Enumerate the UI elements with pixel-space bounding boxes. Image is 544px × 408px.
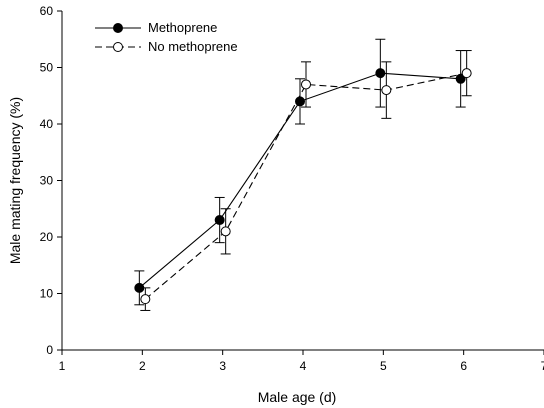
x-tick-label: 1 xyxy=(59,359,66,373)
plot-area xyxy=(134,38,472,311)
legend-label: No methoprene xyxy=(148,39,238,54)
y-tick-label: 10 xyxy=(40,287,54,301)
data-point xyxy=(214,215,225,226)
legend-label: Methoprene xyxy=(148,20,217,35)
axes: 0 10 20 30 40 50 60 1 2 3 4 5 6 7 xyxy=(40,4,544,373)
series-1 xyxy=(134,38,466,306)
y-tick-label: 60 xyxy=(40,4,54,18)
x-tick-label: 6 xyxy=(460,359,467,373)
data-point xyxy=(140,294,151,305)
data-point xyxy=(220,226,231,237)
y-axis-title: Male mating frequency (%) xyxy=(7,97,23,264)
x-tick-label: 4 xyxy=(300,359,307,373)
legend-marker xyxy=(113,42,123,52)
x-axis-title: Male age (d) xyxy=(258,389,337,405)
data-point xyxy=(381,85,392,96)
y-tick-label: 50 xyxy=(40,61,54,75)
x-tick-label: 2 xyxy=(139,359,146,373)
x-tick-label: 3 xyxy=(219,359,226,373)
x-tick-label: 5 xyxy=(380,359,387,373)
y-tick-label: 40 xyxy=(40,117,54,131)
data-point xyxy=(301,79,311,90)
data-point xyxy=(375,68,386,79)
y-tick-label: 0 xyxy=(46,343,53,357)
y-tick-label: 30 xyxy=(40,174,54,188)
x-tick-label: 7 xyxy=(541,359,544,373)
legend-marker xyxy=(113,23,123,33)
y-tick-label: 20 xyxy=(40,230,54,244)
data-point xyxy=(461,68,472,79)
legend: Methoprene No methoprene xyxy=(95,20,238,54)
series-2 xyxy=(140,50,472,311)
series-line xyxy=(144,72,467,300)
